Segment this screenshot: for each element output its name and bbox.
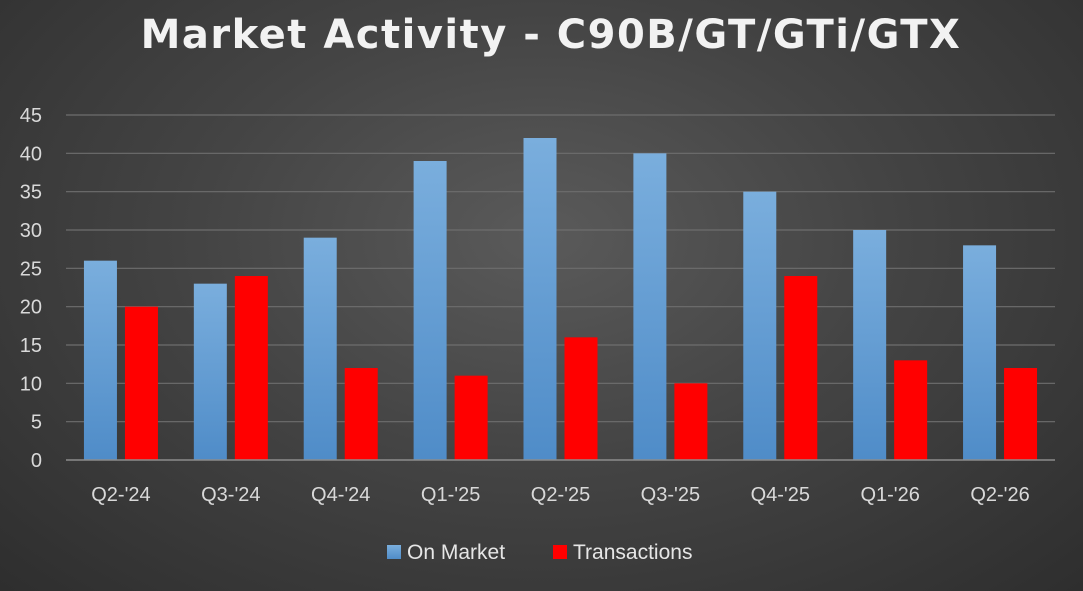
bar-on-market bbox=[413, 161, 447, 460]
bar-on-market bbox=[523, 138, 557, 460]
y-tick-label: 20 bbox=[20, 297, 42, 319]
bar-transactions bbox=[234, 276, 268, 460]
x-tick-label: Q3-'25 bbox=[641, 484, 700, 506]
bar-transactions bbox=[894, 360, 928, 460]
x-tick-label: Q1-'25 bbox=[421, 484, 480, 506]
bar-on-market bbox=[193, 283, 227, 460]
y-tick-label: 0 bbox=[31, 450, 42, 472]
legend-label: Transactions bbox=[573, 541, 692, 564]
y-tick-label: 15 bbox=[20, 335, 42, 357]
x-axis-tick-labels: Q2-'24 Q3-'24 Q4-'24 Q1-'25 Q2-'25 Q3-'25 Q4-'… bbox=[91, 484, 1030, 506]
x-tick-label: Q4-'25 bbox=[751, 484, 810, 506]
x-tick-label: Q2-'26 bbox=[970, 484, 1029, 506]
legend-swatch-on-market bbox=[387, 545, 401, 559]
bar-on-market bbox=[633, 153, 667, 461]
bar-transactions bbox=[124, 306, 158, 460]
legend-swatch-transactions bbox=[553, 545, 567, 559]
bar-transactions bbox=[784, 276, 818, 460]
bar-on-market bbox=[853, 230, 887, 460]
bar-on-market bbox=[303, 237, 337, 460]
bar-on-market bbox=[83, 260, 117, 460]
gridlines bbox=[66, 114, 1055, 423]
bar-transactions bbox=[344, 368, 378, 460]
y-tick-label: 45 bbox=[20, 105, 42, 127]
bar-transactions bbox=[674, 383, 708, 460]
bar-on-market bbox=[963, 245, 997, 460]
chart-title: Market Activity - C90B/GT/GTi/GTX bbox=[141, 12, 962, 58]
x-tick-label: Q3-'24 bbox=[201, 484, 260, 506]
bar-transactions bbox=[564, 337, 598, 460]
bar-transactions bbox=[454, 375, 488, 460]
y-tick-label: 10 bbox=[20, 373, 42, 395]
x-tick-label: Q1-'26 bbox=[860, 484, 919, 506]
y-tick-label: 5 bbox=[31, 412, 42, 434]
legend: On Market Transactions bbox=[387, 541, 692, 564]
x-tick-label: Q2-'24 bbox=[91, 484, 150, 506]
x-tick-label: Q2-'25 bbox=[531, 484, 590, 506]
y-tick-label: 30 bbox=[20, 220, 42, 242]
y-axis-tick-labels: 0 5 10 15 20 25 30 35 40 45 bbox=[20, 105, 42, 472]
y-tick-label: 40 bbox=[20, 143, 42, 165]
x-tick-label: Q4-'24 bbox=[311, 484, 370, 506]
bar-on-market bbox=[743, 191, 777, 460]
legend-label: On Market bbox=[407, 541, 505, 564]
bars bbox=[83, 138, 1038, 461]
bar-transactions bbox=[1004, 368, 1038, 460]
y-tick-label: 35 bbox=[20, 182, 42, 204]
y-tick-label: 25 bbox=[20, 258, 42, 280]
